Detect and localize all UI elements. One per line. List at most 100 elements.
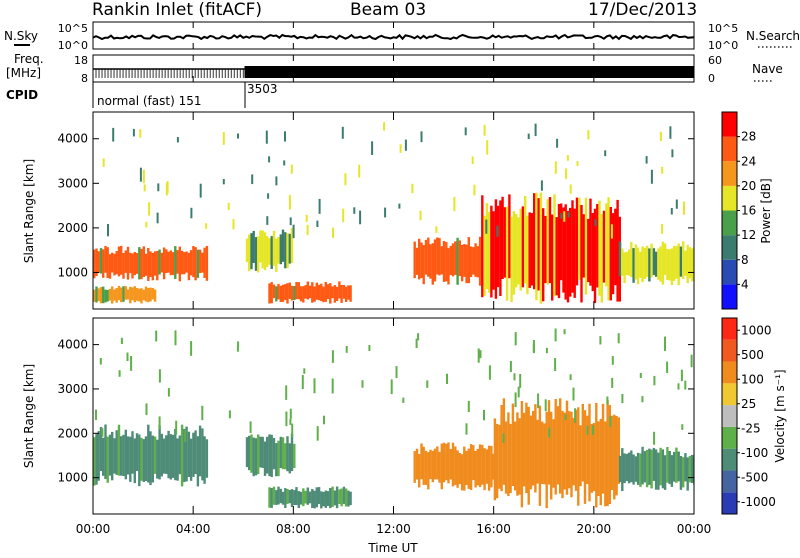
scatter-echo [341, 126, 344, 139]
echo-cell [588, 403, 591, 502]
echo-cell [201, 252, 204, 273]
echo-cell [288, 282, 291, 299]
echo-cell [587, 218, 590, 283]
scatter-echo [289, 217, 292, 226]
echo-cell [560, 203, 563, 281]
echo-cell [290, 433, 294, 472]
echo-cell [451, 442, 455, 487]
echo-cell [650, 243, 653, 278]
echo-cell [634, 456, 638, 482]
echo-cell [650, 449, 653, 489]
echo-cell [625, 453, 628, 482]
echo-cell [149, 431, 152, 486]
echo-cell [589, 198, 592, 286]
echo-cell [344, 286, 348, 302]
scatter-echo [275, 176, 278, 186]
echo-cell [481, 444, 484, 485]
echo-cell [281, 229, 285, 262]
echo-cell [547, 400, 551, 485]
echo-cell [178, 435, 181, 475]
echo-cell [104, 289, 107, 303]
y-tick-label: 4000 [57, 132, 88, 146]
echo-cell [261, 436, 264, 468]
echo-cell [574, 409, 578, 491]
scatter-echo [527, 133, 530, 140]
echo-cell [120, 245, 123, 275]
echo-cell [306, 281, 309, 300]
echo-cell [601, 403, 605, 494]
echo-cell [99, 427, 103, 471]
echo-cell [634, 244, 638, 280]
scatter-echo [107, 224, 109, 237]
scatter-echo [227, 202, 230, 211]
scatter-echo [420, 131, 423, 143]
echo-cell [106, 436, 109, 483]
echo-cell [563, 412, 566, 490]
echo-cell [465, 450, 468, 485]
echo-cell [607, 197, 610, 301]
echo-cell [347, 285, 350, 300]
echo-cell [618, 241, 622, 277]
scatter-echo [611, 377, 614, 388]
scatter-echo [563, 329, 566, 335]
echo-cell [503, 207, 507, 278]
echo-cell [167, 251, 170, 273]
echo-cell [275, 238, 278, 273]
scatter-echo [288, 195, 291, 210]
freq-left-tick-bottom: 8 [81, 72, 88, 85]
echo-cell [129, 252, 132, 274]
echo-cell [120, 287, 123, 303]
scatter-echo [566, 155, 569, 161]
scatter-echo [201, 405, 204, 421]
echo-cell [559, 398, 562, 494]
scatter-echo [316, 220, 319, 228]
scatter-echo [345, 346, 348, 353]
echo-cell [180, 424, 184, 487]
echo-cell [675, 246, 678, 279]
echo-cell [418, 454, 421, 488]
echo-cell [124, 250, 127, 273]
echo-cell [688, 247, 692, 279]
echo-cell [493, 418, 497, 501]
echo-cell [115, 430, 118, 475]
echo-cell [565, 400, 569, 495]
echo-cell [666, 447, 669, 483]
echo-cell [266, 236, 269, 268]
echo-cell [496, 205, 500, 288]
echo-cell [668, 451, 671, 485]
echo-cell [581, 404, 584, 482]
echo-cell [460, 244, 464, 282]
echo-cell [205, 245, 209, 281]
scatter-echo [145, 221, 148, 228]
echo-cell [293, 490, 296, 505]
echo-cell [245, 437, 249, 468]
echo-cell [131, 253, 134, 279]
echo-cell [508, 194, 511, 279]
echo-cell [333, 490, 337, 506]
echo-cell [440, 246, 443, 275]
scatter-echo [292, 224, 295, 239]
echo-cell [465, 244, 468, 284]
colorbar-tick-label: 16 [741, 204, 756, 218]
echo-cell [324, 282, 327, 302]
scatter-echo [102, 158, 105, 167]
echo-cell [636, 452, 640, 485]
scatter-echo [496, 225, 499, 237]
colorbar-swatch [722, 284, 737, 309]
echo-cell [625, 251, 628, 275]
echo-cell [342, 285, 346, 299]
scatter-echo [101, 428, 104, 437]
echo-cell [456, 450, 459, 488]
echo-cell [460, 454, 464, 491]
scatter-echo [167, 388, 170, 397]
echo-cell [174, 246, 177, 279]
echo-cell [679, 456, 683, 490]
scatter-echo [157, 183, 160, 192]
echo-cell [472, 247, 475, 275]
echo-cell [499, 200, 502, 296]
echo-cell [111, 286, 114, 304]
echo-cell [518, 418, 521, 495]
colorbar-swatch [722, 185, 737, 211]
scatter-echo [680, 369, 683, 382]
echo-cell [532, 410, 535, 486]
